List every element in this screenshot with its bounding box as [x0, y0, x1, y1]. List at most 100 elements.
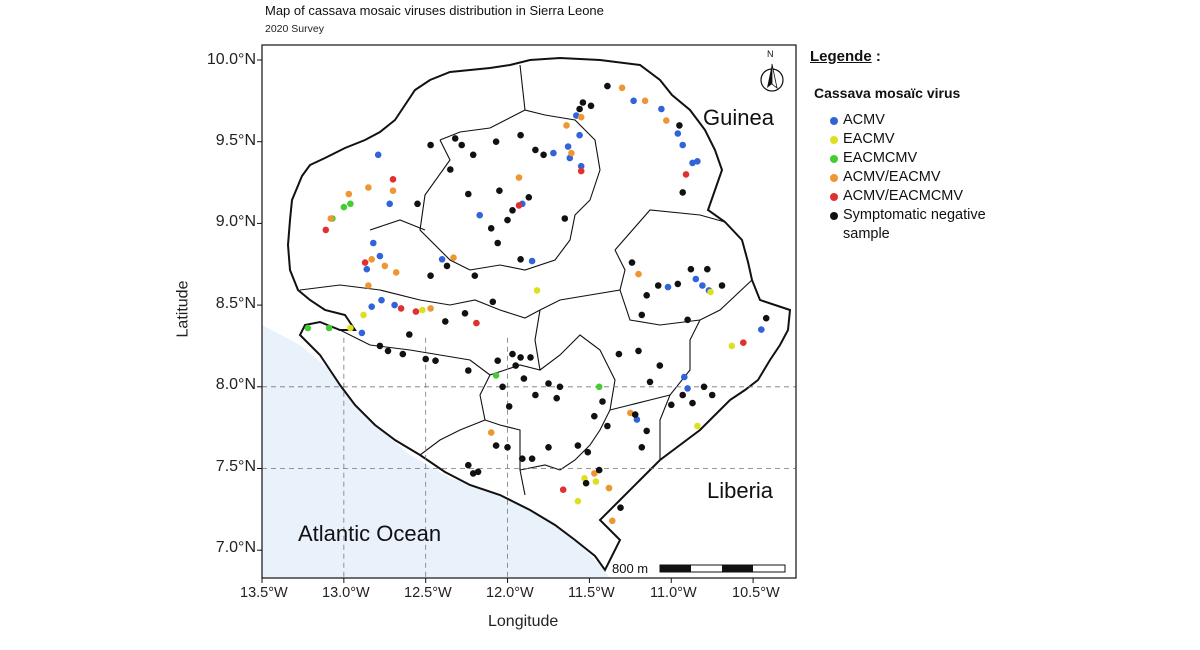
legend-dot: [830, 117, 838, 125]
sample-point: [576, 131, 583, 139]
sample-point: [520, 375, 528, 382]
sample-point: [699, 282, 706, 289]
sample-point: [631, 411, 639, 418]
sample-point: [370, 239, 377, 247]
legend-dot: [830, 155, 838, 163]
sample-point: [561, 215, 569, 222]
sample-point: [679, 391, 686, 399]
sample-point: [553, 394, 560, 402]
scale-bar-label: 800 m: [612, 561, 649, 576]
sample-point: [708, 391, 716, 399]
sample-point: [674, 130, 682, 137]
sample-point: [515, 174, 523, 181]
sample-point: [577, 162, 585, 170]
sample-point: [492, 138, 500, 145]
sample-point: [427, 305, 434, 312]
sample-point: [465, 190, 472, 198]
sample-point: [540, 151, 547, 159]
sample-point: [432, 357, 439, 365]
sample-point: [447, 166, 454, 173]
sample-point: [376, 342, 384, 350]
sample-point: [577, 167, 585, 175]
sample-point: [550, 149, 557, 157]
sample-point: [728, 342, 736, 350]
sample-point: [476, 211, 484, 219]
x-tick-label: 13.0°W: [322, 585, 370, 601]
sample-point: [568, 149, 575, 157]
sample-point: [582, 479, 590, 487]
sample-point: [381, 262, 389, 270]
sample-point: [487, 429, 495, 436]
sample-point: [450, 254, 457, 261]
sample-point: [496, 187, 503, 194]
sample-point: [519, 455, 526, 463]
map-frame: [261, 44, 797, 579]
sample-point: [465, 367, 472, 374]
x-tick-label: 11.0°W: [650, 585, 697, 601]
sample-point: [656, 362, 664, 369]
sample-point: [638, 444, 646, 451]
y-tick-label: 9.5°N: [215, 132, 256, 149]
sample-point: [563, 122, 570, 129]
y-tick-label: 7.0°N: [215, 539, 256, 556]
legend-items: ACMV EACMV EACMCMV ACMV/EACMV ACMV/EACMC…: [830, 111, 1040, 244]
sample-point: [427, 272, 434, 280]
sample-point: [533, 287, 541, 294]
sample-point: [487, 225, 495, 232]
sample-point: [327, 215, 335, 222]
sample-point: [384, 347, 392, 355]
sample-point: [635, 347, 642, 355]
sample-point: [358, 329, 366, 337]
sample-point: [517, 131, 524, 139]
legend-title-text: Legende: [810, 48, 872, 65]
sample-point: [389, 187, 397, 194]
sample-point: [525, 194, 533, 201]
y-tick-label: 8.0°N: [215, 376, 256, 393]
sample-point: [461, 310, 469, 317]
sample-point: [700, 383, 708, 391]
sample-point: [494, 239, 502, 247]
sample-point: [368, 303, 376, 311]
sample-point: [692, 275, 700, 283]
sample-point: [368, 255, 376, 263]
x-tick-label: 13.5°W: [240, 585, 288, 601]
map-title: Map of cassava mosaic viruses distributi…: [265, 3, 604, 18]
sample-point: [663, 117, 670, 124]
sample-point: [515, 202, 523, 209]
sample-point: [422, 355, 430, 363]
legend-title-colon: :: [871, 48, 881, 65]
sample-point: [591, 412, 598, 420]
sample-point: [591, 470, 598, 477]
y-tick-label: 8.5°N: [215, 295, 256, 312]
sample-point: [618, 84, 626, 92]
sample-point: [345, 190, 353, 198]
sample-point: [576, 105, 583, 113]
sample-point: [347, 324, 354, 332]
y-tick-label: 9.0°N: [215, 213, 256, 230]
sample-point: [304, 324, 312, 332]
sample-point: [682, 171, 690, 178]
sample-point: [386, 200, 394, 208]
sample-point: [517, 255, 524, 263]
legend-label: Symptomatic negative sample: [843, 207, 986, 242]
map-subtitle: 2020 Survey: [265, 23, 324, 35]
sample-point: [392, 269, 400, 276]
sample-point: [676, 122, 683, 129]
sample-point: [679, 141, 686, 149]
sample-point: [595, 383, 603, 391]
sample-point: [658, 105, 665, 113]
district-boundaries: [299, 64, 753, 496]
sample-point: [574, 497, 582, 505]
sample-point: [684, 385, 691, 392]
sample-point: [545, 380, 552, 387]
sample-point: [365, 282, 372, 289]
sample-point: [587, 102, 595, 110]
scale-bar: [659, 564, 786, 573]
sample-point: [499, 383, 506, 391]
sample-point: [512, 362, 519, 369]
sample-point: [443, 262, 451, 270]
sample-point: [374, 151, 382, 159]
sample-point: [556, 383, 564, 391]
sample-point: [681, 373, 688, 381]
